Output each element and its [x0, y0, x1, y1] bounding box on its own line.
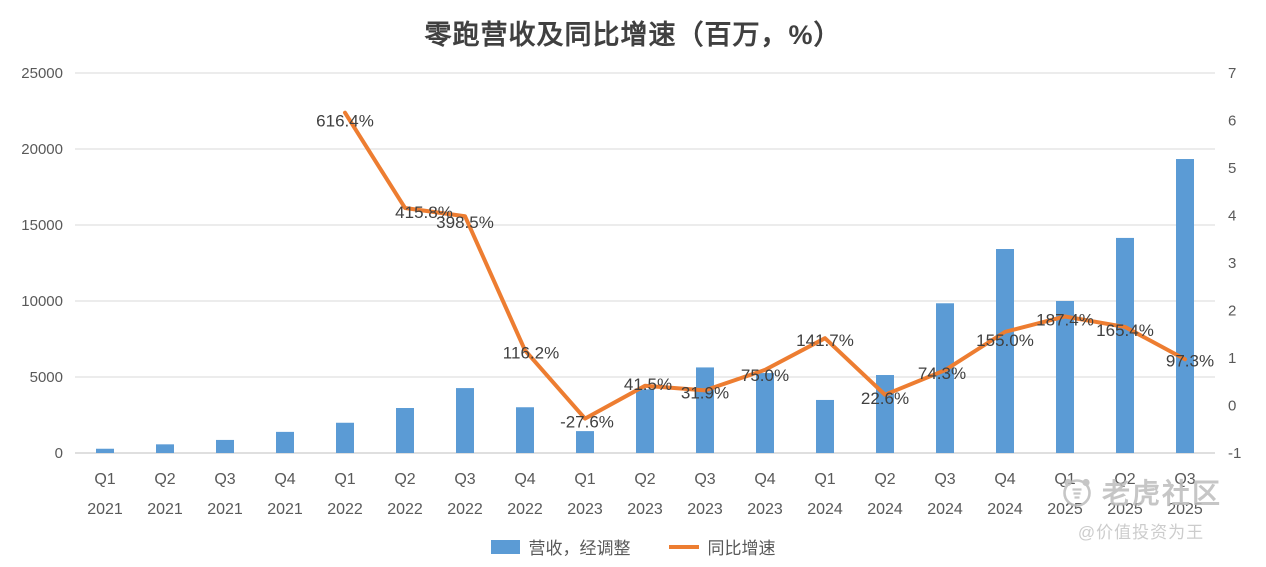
right-axis-tick-label: -1 — [1228, 445, 1241, 462]
left-axis-tick-label: 0 — [55, 445, 63, 462]
growth-data-label: 415.8% — [395, 203, 453, 222]
category-label-year: 2025 — [1167, 501, 1203, 518]
left-axis-tick-label: 10000 — [21, 293, 63, 310]
legend-item-revenue: 营收，经调整 — [490, 534, 631, 559]
category-label-quarter: Q3 — [694, 471, 715, 488]
right-axis-tick-label: 1 — [1228, 350, 1236, 367]
category-label-quarter: Q4 — [754, 471, 775, 488]
bar-swatch-icon — [490, 539, 520, 554]
growth-data-label: 155.0% — [976, 331, 1034, 350]
revenue-bar — [1116, 237, 1134, 453]
category-label-year: 2024 — [807, 501, 843, 518]
revenue-bar — [1176, 159, 1194, 454]
category-label-quarter: Q2 — [634, 471, 655, 488]
category-label-quarter: Q3 — [454, 471, 475, 488]
growth-data-label: -27.6% — [560, 413, 614, 432]
category-label-year: 2021 — [147, 501, 183, 518]
category-label-year: 2023 — [627, 501, 663, 518]
category-label-quarter: Q2 — [394, 471, 415, 488]
growth-data-label: 97.3% — [1166, 351, 1214, 370]
category-label-year: 2022 — [447, 501, 483, 518]
category-label-quarter: Q3 — [1174, 471, 1195, 488]
revenue-bar — [636, 389, 654, 453]
category-label-quarter: Q2 — [154, 471, 175, 488]
legend-label-revenue: 营收，经调整 — [528, 539, 631, 558]
revenue-bar — [996, 249, 1014, 453]
revenue-bar — [276, 431, 294, 453]
legend-label-growth: 同比增速 — [707, 539, 776, 558]
right-axis-tick-label: 2 — [1228, 303, 1236, 320]
category-label-quarter: Q3 — [214, 471, 235, 488]
category-label-year: 2023 — [567, 501, 603, 518]
revenue-bar — [816, 399, 834, 453]
right-axis-tick-label: 6 — [1228, 113, 1236, 130]
category-label-year: 2025 — [1107, 501, 1143, 518]
revenue-bar — [696, 367, 714, 453]
category-label-quarter: Q3 — [934, 471, 955, 488]
growth-data-label: 165.4% — [1096, 321, 1154, 340]
right-axis-tick-label: 4 — [1228, 208, 1236, 225]
growth-data-label: 141.7% — [796, 331, 854, 350]
growth-data-label: 616.4% — [316, 112, 374, 131]
category-label-year: 2022 — [507, 501, 543, 518]
category-label-quarter: Q1 — [574, 471, 595, 488]
left-axis-tick-label: 25000 — [21, 65, 63, 82]
right-axis-tick-label: 0 — [1228, 398, 1236, 415]
growth-data-label: 398.5% — [436, 213, 494, 232]
category-label-year: 2021 — [207, 501, 243, 518]
category-label-quarter: Q2 — [1114, 471, 1135, 488]
growth-data-label: 22.6% — [861, 389, 909, 408]
left-axis-tick-label: 15000 — [21, 217, 63, 234]
growth-data-label: 41.5% — [624, 375, 672, 394]
category-label-year: 2021 — [267, 501, 303, 518]
legend-item-growth: 同比增速 — [668, 534, 776, 559]
revenue-bar — [456, 388, 474, 453]
category-label-quarter: Q4 — [274, 471, 295, 488]
revenue-bar — [516, 407, 534, 453]
category-label-year: 2024 — [987, 501, 1023, 518]
growth-data-label: 31.9% — [681, 383, 729, 402]
revenue-bar — [1056, 301, 1074, 453]
category-label-year: 2022 — [387, 501, 423, 518]
left-axis-tick-label: 20000 — [21, 141, 63, 158]
category-label-year: 2021 — [87, 501, 123, 518]
category-label-quarter: Q4 — [514, 471, 535, 488]
growth-data-label: 187.4% — [1036, 310, 1094, 329]
right-axis-tick-label: 7 — [1228, 65, 1236, 82]
growth-line — [343, 110, 1187, 421]
category-label-quarter: Q1 — [94, 471, 115, 488]
category-label-quarter: Q1 — [1054, 471, 1075, 488]
revenue-bar — [156, 444, 174, 453]
legend: 营收，经调整 同比增速 — [0, 534, 1266, 559]
line-swatch-icon — [668, 544, 699, 549]
chart-title: 零跑营收及同比增速（百万，%） — [424, 20, 842, 50]
category-label-quarter: Q4 — [994, 471, 1015, 488]
revenue-bar — [96, 448, 114, 453]
category-label-year: 2023 — [747, 501, 783, 518]
category-label-year: 2022 — [327, 501, 363, 518]
revenue-bar — [936, 303, 954, 453]
growth-data-label: 116.2% — [503, 343, 559, 362]
revenue-bar — [756, 373, 774, 453]
revenue-bar — [336, 422, 354, 453]
category-label-year: 2023 — [687, 501, 723, 518]
growth-data-label: 74.3% — [918, 364, 966, 383]
category-label-quarter: Q1 — [334, 471, 355, 488]
revenue-bar — [216, 439, 234, 453]
revenue-bar — [396, 408, 414, 453]
left-axis-tick-label: 5000 — [30, 369, 63, 386]
category-label-year: 2024 — [927, 501, 963, 518]
category-label-year: 2025 — [1047, 501, 1083, 518]
category-label-quarter: Q1 — [814, 471, 835, 488]
revenue-bar — [576, 431, 594, 453]
right-axis-tick-label: 5 — [1228, 160, 1236, 177]
category-label-quarter: Q2 — [874, 471, 895, 488]
category-label-year: 2024 — [867, 501, 903, 518]
growth-data-label: 75.0% — [741, 366, 789, 385]
right-axis-tick-label: 3 — [1228, 255, 1236, 272]
